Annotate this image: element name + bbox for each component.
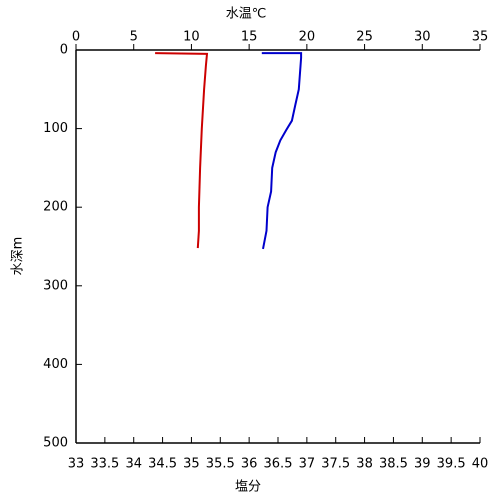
x2-tick-label: 0 [72,30,80,45]
x-tick-label: 36.5 [264,457,293,472]
x-tick-label: 35.5 [206,457,235,472]
y-axis-label: 水深m [11,237,26,276]
x-tick-label: 39 [414,457,431,472]
x-tick-label: 37 [299,457,316,472]
profile-line [261,52,303,250]
x-tick-label: 33.5 [90,457,119,472]
x-tick-label: 34 [125,457,142,472]
x-axis-label: 塩分 [235,480,261,495]
y-tick-label: 0 [60,43,68,58]
y-tick-label: 200 [43,200,68,215]
x-tick-label: 38 [356,457,373,472]
x2-tick-label: 10 [183,30,200,45]
x-tick-label: 39.5 [437,457,466,472]
x-tick-label: 35 [183,457,200,472]
x2-tick-label: 35 [472,30,489,45]
x-tick-label: 34.5 [148,457,177,472]
x-tick-label: 33 [68,457,85,472]
x-tick-label: 36 [241,457,258,472]
y-tick-label: 400 [43,357,68,372]
x-tick-label: 38.5 [379,457,408,472]
y-tick-label: 500 [43,436,68,451]
x2-axis-label: 水温℃ [226,7,267,22]
x2-tick-label: 5 [130,30,138,45]
x2-tick-label: 30 [414,30,431,45]
profile-line [155,52,209,249]
x-tick-label: 40 [472,457,489,472]
y-tick-label: 100 [43,121,68,136]
x2-tick-label: 25 [356,30,373,45]
x2-tick-label: 15 [241,30,258,45]
x-tick-label: 37.5 [321,457,350,472]
x2-tick-label: 20 [299,30,316,45]
y-tick-label: 300 [43,278,68,293]
